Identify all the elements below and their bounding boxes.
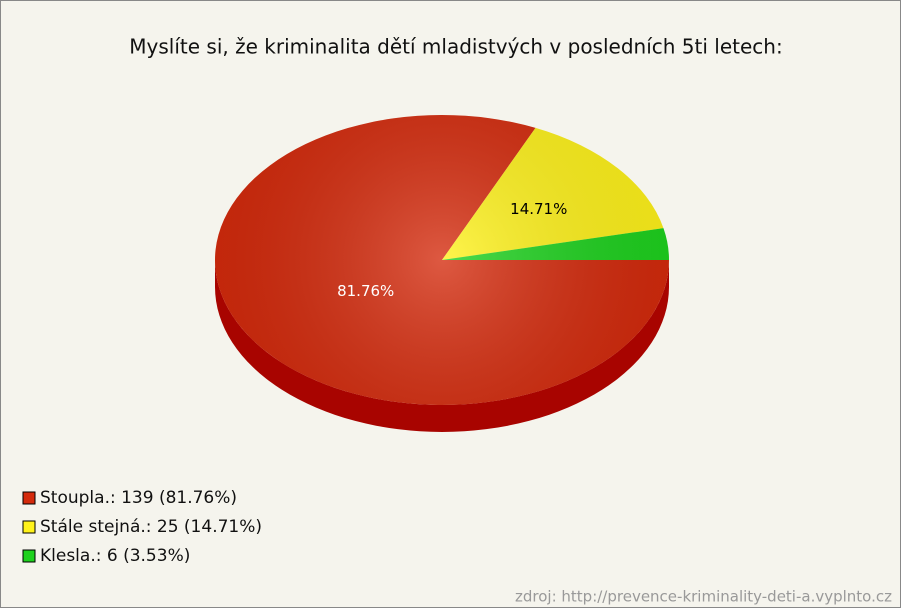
pie: 81.76% 14.71% <box>214 114 669 432</box>
legend-swatch <box>22 549 36 563</box>
legend-label: Stále stejná.: 25 (14.71%) <box>40 517 262 537</box>
slice-label: 14.71% <box>510 200 567 218</box>
slice-side <box>215 260 669 432</box>
legend-label: Klesla.: 6 (3.53%) <box>40 546 190 566</box>
chart-title: Myslíte si, že kriminalita dětí mladistv… <box>129 35 782 59</box>
legend-label: Stoupla.: 139 (81.76%) <box>40 488 237 508</box>
slice-label: 81.76% <box>337 282 394 300</box>
legend-swatch <box>22 520 36 534</box>
source-note: zdroj: http://prevence-kriminality-deti-… <box>515 588 892 606</box>
slice-shading <box>442 228 669 260</box>
legend: Stoupla.: 139 (81.76%) Stále stejná.: 25 … <box>22 488 262 566</box>
legend-swatch <box>22 491 36 505</box>
slice-shading <box>442 127 664 261</box>
